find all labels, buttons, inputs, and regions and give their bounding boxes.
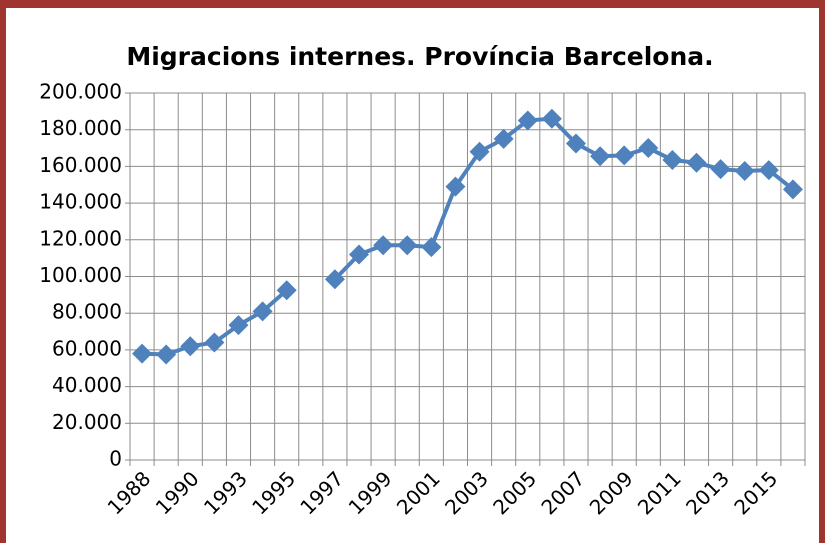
x-tick-label: 1988 bbox=[103, 466, 156, 519]
x-tick-label: 2003 bbox=[440, 466, 493, 519]
marker bbox=[397, 235, 418, 256]
marker bbox=[156, 344, 177, 365]
marker bbox=[541, 108, 562, 129]
marker bbox=[324, 269, 345, 290]
marker bbox=[517, 110, 538, 131]
x-tick-label: 1995 bbox=[247, 466, 300, 519]
marker bbox=[252, 301, 273, 322]
y-tick-label: 60.000 bbox=[52, 336, 122, 360]
marker bbox=[373, 235, 394, 256]
marker bbox=[228, 315, 249, 336]
marker bbox=[421, 237, 442, 258]
y-tick-label: 80.000 bbox=[52, 300, 122, 324]
y-tick-label: 100.000 bbox=[39, 263, 122, 287]
marker bbox=[565, 133, 586, 154]
y-tick-label: 180.000 bbox=[39, 116, 122, 140]
marker bbox=[445, 176, 466, 197]
marker bbox=[614, 145, 635, 166]
marker bbox=[590, 146, 611, 167]
marker bbox=[758, 160, 779, 181]
chart-title: Migracions internes. Província Barcelona… bbox=[126, 42, 713, 71]
marker bbox=[686, 152, 707, 173]
marker bbox=[782, 179, 803, 200]
x-tick-label: 1993 bbox=[199, 466, 252, 519]
y-tick-label: 40.000 bbox=[52, 373, 122, 397]
x-tick-label: 2007 bbox=[536, 466, 589, 519]
x-tick-label: 2009 bbox=[585, 466, 638, 519]
marker bbox=[734, 160, 755, 181]
x-tick-label: 2013 bbox=[681, 466, 734, 519]
y-tick-label: 20.000 bbox=[52, 410, 122, 434]
x-tick-label: 2015 bbox=[729, 466, 782, 519]
x-tick-label: 2001 bbox=[392, 466, 445, 519]
marker bbox=[710, 159, 731, 180]
marker bbox=[204, 332, 225, 353]
y-tick-label: 200.000 bbox=[39, 80, 122, 104]
x-tick-label: 1999 bbox=[344, 466, 397, 519]
y-tick-label: 120.000 bbox=[39, 226, 122, 250]
marker bbox=[493, 128, 514, 149]
x-tick-label: 2005 bbox=[488, 466, 541, 519]
y-tick-label: 140.000 bbox=[39, 190, 122, 214]
x-tick-label: 2011 bbox=[633, 466, 686, 519]
marker bbox=[180, 336, 201, 357]
x-tick-label: 1997 bbox=[295, 466, 348, 519]
marker bbox=[638, 138, 659, 159]
y-tick-label: 160.000 bbox=[39, 153, 122, 177]
marker bbox=[469, 141, 490, 162]
marker bbox=[132, 343, 153, 364]
marker bbox=[662, 149, 683, 170]
x-tick-label: 1990 bbox=[151, 466, 204, 519]
marker bbox=[349, 244, 370, 265]
y-tick-label: 0 bbox=[109, 447, 122, 471]
marker bbox=[276, 280, 297, 301]
